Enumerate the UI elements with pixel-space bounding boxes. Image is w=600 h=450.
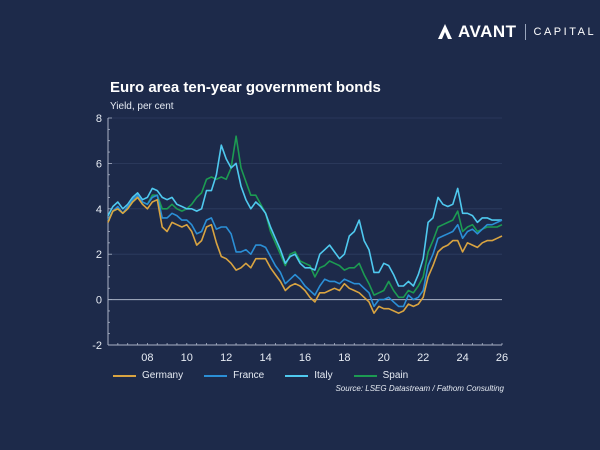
series-line-germany <box>107 196 503 315</box>
y-tick-label: 4 <box>96 204 102 216</box>
y-tick-label: 0 <box>96 295 102 307</box>
legend-swatch <box>285 374 309 377</box>
y-axis-label: Yield, per cent <box>110 101 174 112</box>
series-line-france <box>107 194 503 308</box>
legend-item-italy: Italy <box>285 370 333 381</box>
y-tick-label: 8 <box>96 113 102 125</box>
legend-item-france: France <box>204 370 264 381</box>
x-tick-label: 20 <box>378 352 390 364</box>
legend-swatch <box>204 374 228 377</box>
legend-item-germany: Germany <box>113 370 183 381</box>
brand-suffix: CAPITAL <box>533 26 597 38</box>
legend-swatch <box>113 374 136 377</box>
avant-logo-icon <box>438 24 452 39</box>
legend-label: Italy <box>314 370 333 381</box>
legend-label: Germany <box>142 370 184 381</box>
y-tick-label: 6 <box>96 158 102 170</box>
legend-label: France <box>233 370 265 381</box>
x-tick-label: 16 <box>299 352 311 364</box>
legend-swatch <box>353 374 377 377</box>
brand-logo: AVANT CAPITAL <box>437 22 596 42</box>
chart-title: Euro area ten-year government bonds <box>110 79 381 96</box>
series-line-italy <box>107 144 502 287</box>
x-tick-label: 12 <box>220 352 232 364</box>
x-tick-label: 26 <box>496 352 508 364</box>
legend-label: Spain <box>382 370 409 381</box>
y-tick-label: 2 <box>96 249 102 261</box>
x-tick-label: 22 <box>417 352 429 364</box>
x-tick-label: 08 <box>141 352 153 364</box>
x-tick-label: 18 <box>338 352 350 364</box>
brand-divider <box>524 24 526 40</box>
x-tick-label: 24 <box>456 352 468 364</box>
legend: Germany France Italy Spain <box>113 370 429 381</box>
x-tick-label: 10 <box>181 352 193 364</box>
source-note: Source: LSEG Datastream / Fathom Consult… <box>335 384 504 393</box>
brand-name: AVANT <box>458 22 517 41</box>
x-tick-label: 14 <box>259 352 271 364</box>
series-line-spain <box>107 135 503 299</box>
y-tick-label: -2 <box>92 340 102 352</box>
legend-item-spain: Spain <box>353 370 409 381</box>
